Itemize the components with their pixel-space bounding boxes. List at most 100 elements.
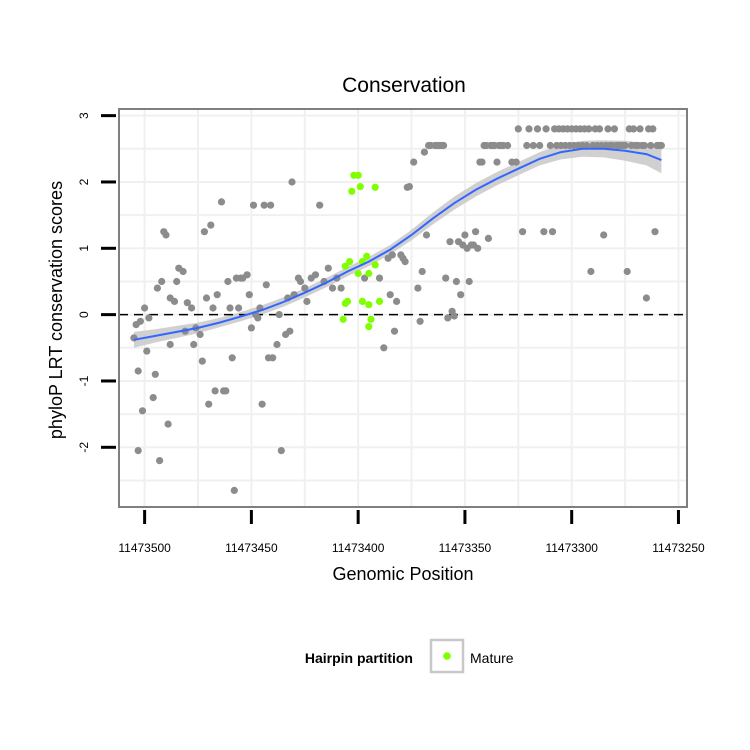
other-point <box>548 228 557 236</box>
other-point <box>523 141 531 150</box>
other-point <box>209 304 217 312</box>
other-point <box>262 281 270 289</box>
other-point <box>288 178 296 186</box>
other-point <box>316 201 324 209</box>
mature-point <box>375 297 384 305</box>
x-tick-label: 11473300 <box>545 541 598 555</box>
other-point <box>258 400 266 408</box>
other-point <box>249 201 258 209</box>
x-tick-label: 11473350 <box>439 541 492 555</box>
y-tick-label: 2 <box>77 178 91 185</box>
other-point <box>130 334 138 342</box>
other-point <box>211 387 219 395</box>
other-point <box>222 387 230 395</box>
other-point <box>472 228 480 236</box>
other-point <box>375 274 384 282</box>
other-point <box>224 277 232 286</box>
other-point <box>277 447 285 455</box>
plot-panel-border <box>118 108 688 508</box>
other-point <box>217 198 226 206</box>
other-point <box>190 340 198 349</box>
other-point <box>514 125 522 133</box>
other-point <box>230 486 238 494</box>
other-point <box>164 420 172 428</box>
other-point <box>600 231 608 239</box>
other-point <box>134 367 142 375</box>
other-point <box>636 125 644 133</box>
x-tick-label: 11473450 <box>225 541 278 555</box>
other-point <box>623 267 631 276</box>
other-point <box>442 274 450 282</box>
mature-point <box>348 187 356 195</box>
other-point <box>647 141 655 150</box>
other-point <box>621 141 629 150</box>
other-point <box>267 201 275 209</box>
y-tick-label: 3 <box>77 112 91 119</box>
other-point <box>388 251 396 259</box>
other-point <box>630 125 638 133</box>
other-point <box>587 267 595 276</box>
other-point <box>440 141 448 150</box>
other-point <box>286 327 294 335</box>
other-points <box>130 125 666 494</box>
other-point <box>604 125 612 133</box>
other-point <box>273 340 281 349</box>
y-tick-label: 1 <box>77 245 91 252</box>
other-point <box>183 299 191 307</box>
other-point <box>254 314 262 322</box>
other-point <box>170 297 179 305</box>
other-point <box>143 347 151 355</box>
other-point <box>493 158 501 166</box>
mature-point <box>356 183 364 191</box>
other-point <box>226 304 234 312</box>
mature-point <box>346 258 354 266</box>
other-point <box>418 267 426 276</box>
mature-point <box>365 269 373 278</box>
other-point <box>452 277 460 286</box>
other-point <box>390 327 399 335</box>
other-point <box>134 447 142 455</box>
mature-point <box>341 299 349 307</box>
other-point <box>416 317 424 325</box>
other-point <box>642 294 651 302</box>
other-point <box>179 267 187 276</box>
other-point <box>536 141 544 150</box>
mature-point <box>339 315 347 323</box>
other-point <box>361 274 369 282</box>
other-point <box>151 370 159 378</box>
other-point <box>138 407 147 415</box>
other-point <box>213 291 221 299</box>
mature-point <box>365 323 373 331</box>
smooth-line <box>133 147 662 341</box>
other-point <box>202 294 211 302</box>
other-point <box>296 277 305 286</box>
legend-title: Hairpin partition <box>305 650 413 666</box>
mature-point <box>363 252 371 260</box>
y-axis-title: phyloP LRT conservation scores <box>46 181 66 439</box>
other-point <box>247 324 255 332</box>
other-point <box>504 141 512 150</box>
other-point <box>465 277 473 286</box>
other-point <box>542 125 550 133</box>
mature-point <box>358 297 366 305</box>
other-point <box>153 284 161 292</box>
other-point <box>386 291 394 299</box>
other-point <box>324 264 332 272</box>
mature-point <box>371 183 379 191</box>
legend-label-mature: Mature <box>470 650 514 666</box>
other-point <box>141 304 149 312</box>
other-point <box>540 228 548 236</box>
x-tick-label: 11473400 <box>332 541 385 555</box>
x-tick-label: 11473250 <box>652 541 705 555</box>
other-point <box>583 141 591 150</box>
other-point <box>422 231 431 239</box>
other-point <box>380 344 388 352</box>
other-point <box>173 277 181 286</box>
other-point <box>401 258 409 266</box>
y-tick-label: -2 <box>77 442 91 453</box>
mature-point <box>354 171 362 179</box>
mature-point <box>371 261 379 269</box>
other-point <box>478 158 486 166</box>
other-point <box>457 291 465 299</box>
other-point <box>546 141 554 150</box>
